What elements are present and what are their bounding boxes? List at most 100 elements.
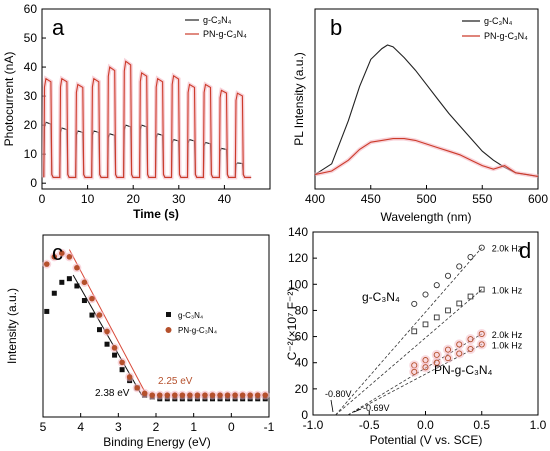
panel-d-series: 2.0k Hz1.0k Hz2.0k Hz1.0k Hz xyxy=(335,244,523,416)
data-point-halo xyxy=(465,334,476,345)
legend-label: PN-g-C₃N₄ xyxy=(203,29,247,39)
band-gap-annotation-g: 2.38 eV xyxy=(95,388,130,399)
y-tick-label: 80 xyxy=(295,303,309,317)
data-point-halo xyxy=(420,362,431,373)
data-point xyxy=(104,341,110,347)
data-point xyxy=(111,345,118,351)
data-point xyxy=(74,264,80,271)
data-point xyxy=(239,392,246,398)
data-point xyxy=(232,392,238,398)
y-tick-label: 60 xyxy=(24,2,38,16)
band-gap-annotation-pn: 2.25 eV xyxy=(158,376,193,387)
series-line xyxy=(43,60,252,178)
data-point xyxy=(467,293,474,300)
intercept-label-1: -0.80V xyxy=(325,389,352,399)
data-point xyxy=(112,352,118,358)
x-tick-label: 1 xyxy=(190,420,197,434)
x-tick-label: 1.0 xyxy=(530,418,547,432)
data-point xyxy=(224,392,231,398)
panel-a-series xyxy=(41,57,252,180)
data-point-halo xyxy=(443,344,453,355)
data-point xyxy=(411,300,418,307)
legend-label: PN-g-C₃N₄ xyxy=(178,326,217,335)
panel-d-frame xyxy=(312,231,539,416)
panel-c-series xyxy=(42,248,270,402)
x-tick-label: 40 xyxy=(218,192,232,206)
panel-b-ylabel: PL Intensity (a.u.) xyxy=(292,52,306,146)
data-point xyxy=(247,392,253,398)
data-point xyxy=(89,312,95,318)
data-point xyxy=(467,254,474,261)
data-point xyxy=(119,367,125,373)
data-point xyxy=(66,276,72,282)
data-point xyxy=(134,385,140,391)
y-tick-label: 20 xyxy=(24,118,38,132)
y-tick-label: 50 xyxy=(24,31,38,45)
data-point xyxy=(422,321,429,328)
legend-marker xyxy=(166,312,171,317)
panel-a-frame xyxy=(41,8,271,190)
data-point xyxy=(96,312,103,318)
panel-c-ylabel: Intensity (a.u.) xyxy=(5,288,19,364)
frequency-label: 2.0k Hz xyxy=(492,330,523,340)
x-tick-label: 2 xyxy=(153,420,160,434)
y-tick-label: 60 xyxy=(295,330,309,344)
panel-c: 5 4 3 2 1 0 -1 c Binding Energy (eV) Intensity… xyxy=(5,234,275,449)
legend-label: g-C₃N₄ xyxy=(484,16,513,26)
data-point xyxy=(141,390,148,397)
data-point xyxy=(467,336,474,343)
extrapolation-line xyxy=(335,247,483,416)
panel-d-ticks: -1.0 -0.5 0.0 0.5 1.0 0 20 40 60 80 100 120 140 xyxy=(288,225,547,432)
panel-c-ticks: 5 4 3 2 1 0 -1 xyxy=(40,413,275,434)
data-point xyxy=(149,392,156,398)
data-point xyxy=(433,351,440,358)
data-point xyxy=(59,250,65,256)
y-tick-label: 0 xyxy=(30,176,37,190)
data-point xyxy=(59,279,65,285)
x-tick-label: 20 xyxy=(127,192,141,206)
y-tick-label: 10 xyxy=(24,147,38,161)
data-point xyxy=(43,261,50,267)
data-point xyxy=(156,392,163,398)
panel-c-fit-lines xyxy=(68,249,148,396)
x-tick-label: 400 xyxy=(305,192,325,206)
legend-marker xyxy=(165,327,172,333)
x-tick-label: 5 xyxy=(40,420,47,434)
extrapolation-line xyxy=(335,289,483,416)
data-point xyxy=(194,392,201,398)
panel-c-label: c xyxy=(52,240,63,265)
x-tick-label: 10 xyxy=(81,192,95,206)
x-tick-label: 450 xyxy=(361,192,381,206)
panel-b-legend: g-C₃N₄ PN-g-C₃N₄ xyxy=(462,16,528,41)
frequency-label: 1.0k Hz xyxy=(492,340,523,350)
y-tick-label: 0 xyxy=(301,408,308,422)
frequency-label: 2.0k Hz xyxy=(492,244,523,254)
data-point xyxy=(478,330,485,338)
panel-b-xlabel: Wavelength (nm) xyxy=(381,210,472,224)
data-point xyxy=(187,392,193,398)
data-point xyxy=(81,279,88,286)
panel-b: 400 450 500 550 600 b Wavelength (nm) PL Int… xyxy=(292,8,548,224)
x-tick-label: 500 xyxy=(416,192,436,206)
data-point-halo xyxy=(409,366,420,377)
x-tick-label: 0 xyxy=(39,192,46,206)
panel-c-frame xyxy=(42,234,270,418)
y-tick-label: 140 xyxy=(288,225,308,239)
x-tick-label: 0 xyxy=(228,420,235,434)
sample-label-g: g-C₃N₄ xyxy=(362,290,400,304)
panel-a-label: a xyxy=(52,15,65,40)
data-point xyxy=(422,291,429,298)
legend-label: PN-g-C₃N₄ xyxy=(484,31,528,41)
data-point xyxy=(456,263,463,270)
data-point xyxy=(51,290,57,296)
data-point xyxy=(164,392,171,398)
frequency-label: 1.0k Hz xyxy=(492,286,523,296)
x-tick-label: 0.5 xyxy=(473,418,490,432)
series-line xyxy=(314,44,539,177)
legend-label: g-C₃N₄ xyxy=(203,15,232,25)
y-tick-label: 40 xyxy=(24,60,38,74)
panel-c-xlabel: Binding Energy (eV) xyxy=(103,435,210,449)
panel-a-ticks: 0 10 20 30 40 0 10 20 30 40 50 60 xyxy=(24,2,232,206)
data-point-halo xyxy=(476,339,487,350)
